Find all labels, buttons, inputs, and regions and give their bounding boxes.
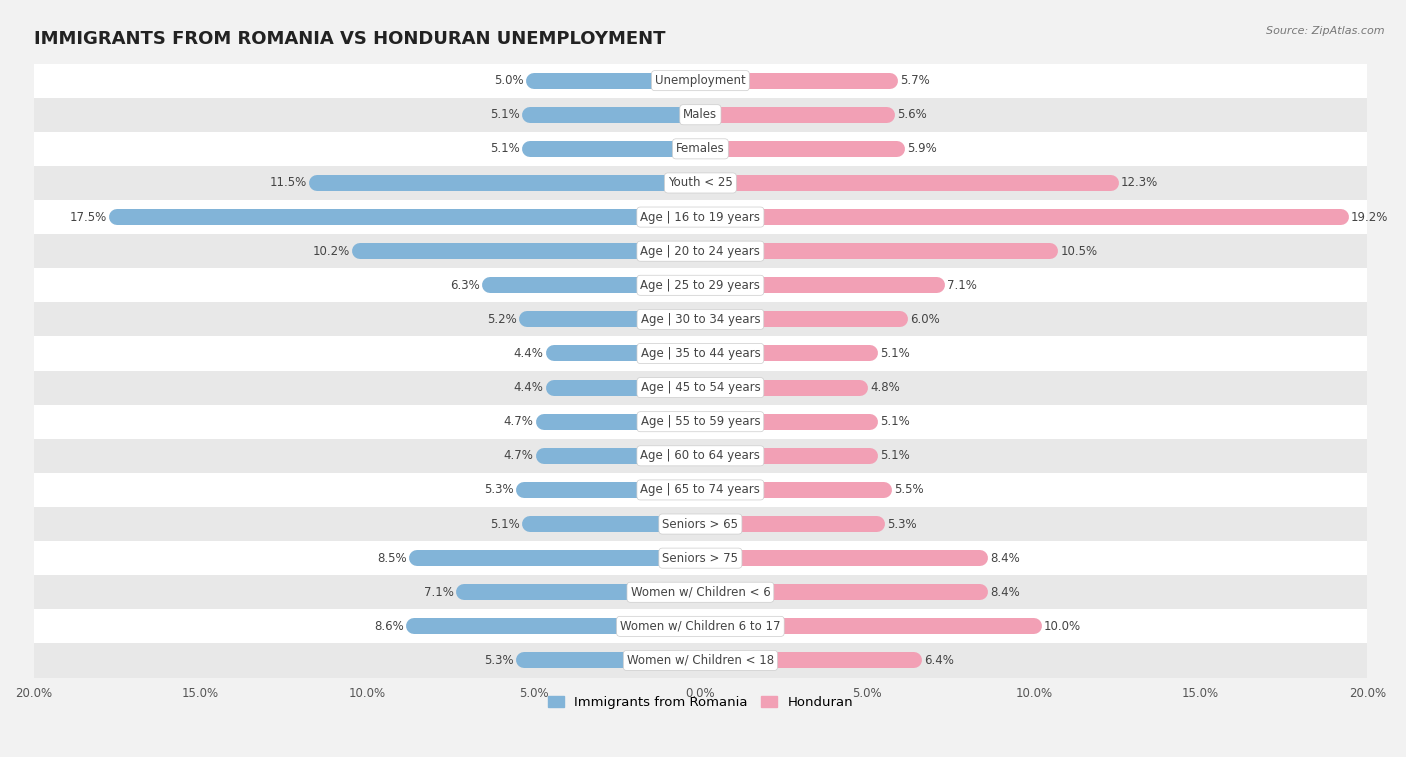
Text: 4.4%: 4.4% xyxy=(513,347,544,360)
Text: 8.5%: 8.5% xyxy=(377,552,406,565)
Text: Women w/ Children < 18: Women w/ Children < 18 xyxy=(627,654,773,667)
Text: 4.8%: 4.8% xyxy=(870,381,900,394)
Text: Age | 65 to 74 years: Age | 65 to 74 years xyxy=(641,484,761,497)
Text: 5.3%: 5.3% xyxy=(484,654,513,667)
Bar xyxy=(34,166,1367,200)
Text: 5.1%: 5.1% xyxy=(491,108,520,121)
Bar xyxy=(34,507,1367,541)
Text: 5.3%: 5.3% xyxy=(484,484,513,497)
Text: Females: Females xyxy=(676,142,724,155)
Text: Age | 25 to 29 years: Age | 25 to 29 years xyxy=(641,279,761,291)
Text: 6.0%: 6.0% xyxy=(911,313,941,326)
Bar xyxy=(34,405,1367,439)
Text: 7.1%: 7.1% xyxy=(423,586,454,599)
Bar xyxy=(34,98,1367,132)
Text: 11.5%: 11.5% xyxy=(270,176,307,189)
Text: Age | 60 to 64 years: Age | 60 to 64 years xyxy=(641,450,761,463)
Text: 6.3%: 6.3% xyxy=(450,279,481,291)
Bar xyxy=(34,132,1367,166)
Bar xyxy=(34,302,1367,336)
Bar xyxy=(34,643,1367,678)
Bar xyxy=(34,541,1367,575)
Text: 5.2%: 5.2% xyxy=(488,313,517,326)
Text: 5.1%: 5.1% xyxy=(880,347,910,360)
Text: Age | 16 to 19 years: Age | 16 to 19 years xyxy=(640,210,761,223)
Text: 10.0%: 10.0% xyxy=(1043,620,1081,633)
Text: Age | 20 to 24 years: Age | 20 to 24 years xyxy=(641,245,761,257)
Text: 5.3%: 5.3% xyxy=(887,518,917,531)
Text: Seniors > 75: Seniors > 75 xyxy=(662,552,738,565)
Text: 10.5%: 10.5% xyxy=(1060,245,1098,257)
Bar xyxy=(34,575,1367,609)
Text: Seniors > 65: Seniors > 65 xyxy=(662,518,738,531)
Text: Age | 45 to 54 years: Age | 45 to 54 years xyxy=(641,381,761,394)
Text: 17.5%: 17.5% xyxy=(70,210,107,223)
Bar xyxy=(34,473,1367,507)
Text: Age | 30 to 34 years: Age | 30 to 34 years xyxy=(641,313,761,326)
Text: Source: ZipAtlas.com: Source: ZipAtlas.com xyxy=(1267,26,1385,36)
Text: 5.0%: 5.0% xyxy=(494,74,523,87)
Text: 4.7%: 4.7% xyxy=(503,450,534,463)
Bar xyxy=(34,439,1367,473)
Text: 4.4%: 4.4% xyxy=(513,381,544,394)
Text: 5.1%: 5.1% xyxy=(491,142,520,155)
Text: 8.4%: 8.4% xyxy=(990,586,1021,599)
Text: 7.1%: 7.1% xyxy=(948,279,977,291)
Bar xyxy=(34,370,1367,405)
Text: 5.1%: 5.1% xyxy=(880,450,910,463)
Text: Women w/ Children < 6: Women w/ Children < 6 xyxy=(630,586,770,599)
Text: Youth < 25: Youth < 25 xyxy=(668,176,733,189)
Bar xyxy=(34,234,1367,268)
Text: 6.4%: 6.4% xyxy=(924,654,953,667)
Bar xyxy=(34,268,1367,302)
Text: 8.6%: 8.6% xyxy=(374,620,404,633)
Text: Unemployment: Unemployment xyxy=(655,74,745,87)
Legend: Immigrants from Romania, Honduran: Immigrants from Romania, Honduran xyxy=(543,690,858,714)
Text: Age | 55 to 59 years: Age | 55 to 59 years xyxy=(641,415,761,428)
Bar xyxy=(34,200,1367,234)
Text: 5.9%: 5.9% xyxy=(907,142,936,155)
Text: 10.2%: 10.2% xyxy=(314,245,350,257)
Text: Age | 35 to 44 years: Age | 35 to 44 years xyxy=(641,347,761,360)
Text: 19.2%: 19.2% xyxy=(1351,210,1388,223)
Bar xyxy=(34,64,1367,98)
Bar xyxy=(34,609,1367,643)
Text: 12.3%: 12.3% xyxy=(1121,176,1157,189)
Text: 5.5%: 5.5% xyxy=(894,484,924,497)
Text: Males: Males xyxy=(683,108,717,121)
Text: 4.7%: 4.7% xyxy=(503,415,534,428)
Text: 5.1%: 5.1% xyxy=(491,518,520,531)
Text: 5.1%: 5.1% xyxy=(880,415,910,428)
Text: 8.4%: 8.4% xyxy=(990,552,1021,565)
Text: Women w/ Children 6 to 17: Women w/ Children 6 to 17 xyxy=(620,620,780,633)
Text: IMMIGRANTS FROM ROMANIA VS HONDURAN UNEMPLOYMENT: IMMIGRANTS FROM ROMANIA VS HONDURAN UNEM… xyxy=(34,30,665,48)
Bar xyxy=(34,336,1367,370)
Text: 5.6%: 5.6% xyxy=(897,108,927,121)
Text: 5.7%: 5.7% xyxy=(900,74,931,87)
